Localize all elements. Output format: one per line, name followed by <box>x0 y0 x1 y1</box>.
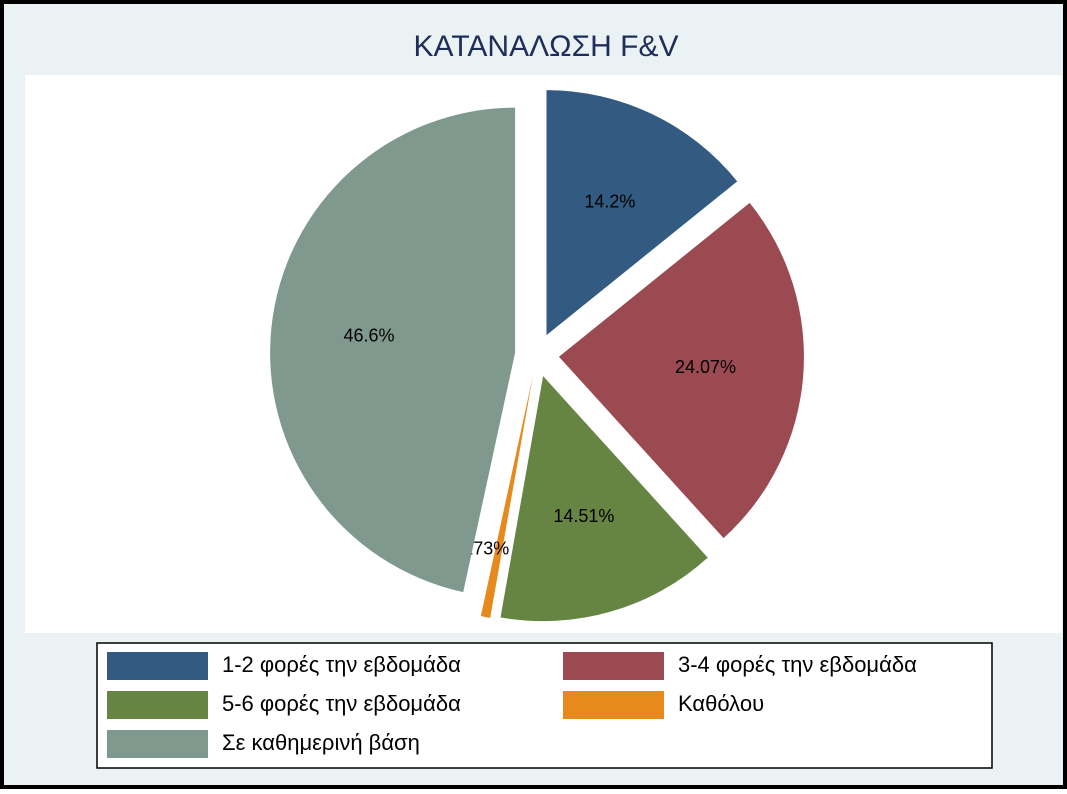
legend-box <box>96 642 993 769</box>
legend-label: 5-6 φορές την εβδομάδα <box>222 691 461 716</box>
pie-slice <box>558 202 804 539</box>
pie-slice <box>480 376 533 618</box>
slice-label: 14.51% <box>553 506 614 526</box>
slice-label: 14.2% <box>584 191 635 211</box>
legend-swatch <box>563 691 664 719</box>
legend-swatch <box>107 691 208 719</box>
pie-slice <box>500 376 708 622</box>
slice-label: 24.07% <box>675 357 736 377</box>
legend-label: 3-4 φορές την εβδομάδα <box>678 652 917 677</box>
legend-label: 1-2 φορές την εβδομάδα <box>222 652 461 677</box>
pie-slice <box>546 90 738 336</box>
slice-label: 46.6% <box>343 326 394 346</box>
chart-title: ΚΑΤΑΝΑΛΩΣΗ F&V <box>414 30 679 63</box>
legend-label: Σε καθημερινή βάση <box>222 730 420 755</box>
legend-swatch <box>107 730 208 758</box>
legend-label: Καθόλου <box>678 691 764 716</box>
pie-slice <box>270 107 516 593</box>
legend-swatch <box>563 652 664 680</box>
legend-swatch <box>107 652 208 680</box>
